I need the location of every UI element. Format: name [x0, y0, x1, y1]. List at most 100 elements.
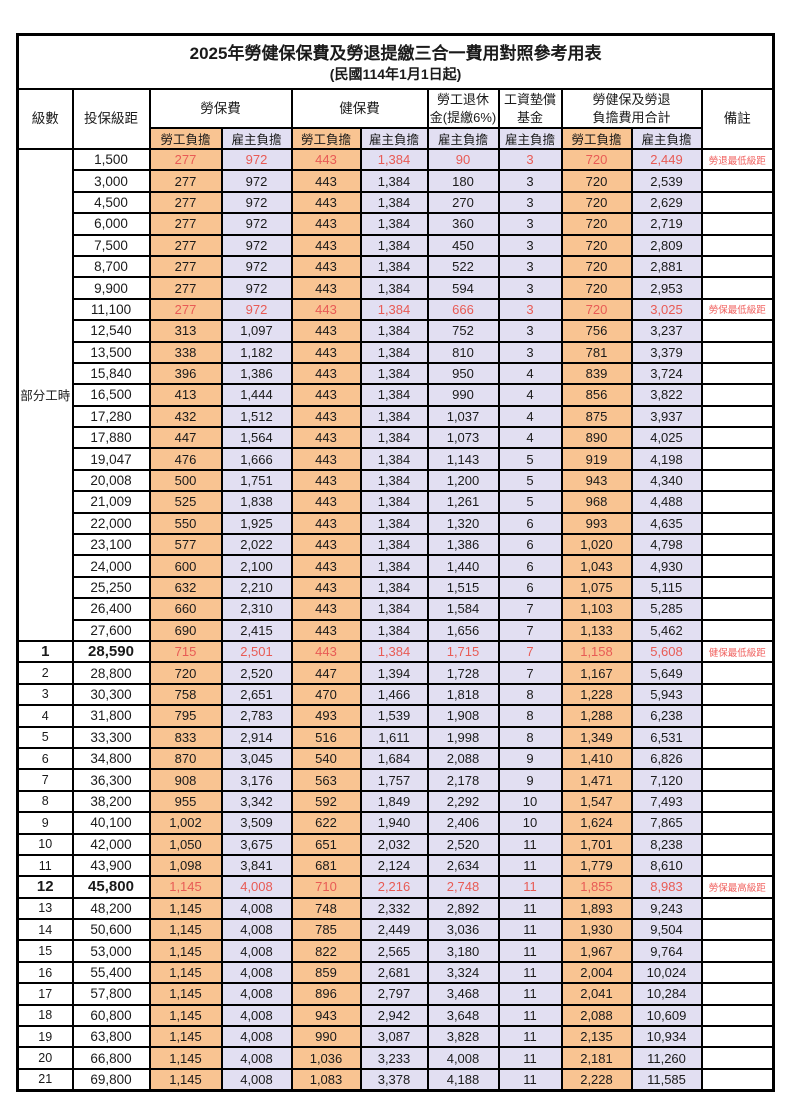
cell-health-employee: 622	[290, 811, 362, 835]
cell-total-employer: 3,937	[630, 404, 703, 429]
table-row: 12 45,800 1,145 4,008 710 2,216 2,748 11 1,855 8,…	[16, 875, 775, 899]
table-row: 21,009 525 1,838 443 1,384 1,261 5 968 4,488	[18, 490, 775, 514]
cell-total-employee: 2,004	[560, 960, 633, 985]
page-subtitle: (民國114年1月1日起)	[329, 66, 462, 83]
cell-health-employee: 443	[290, 447, 362, 471]
cell-level: 5	[16, 725, 74, 749]
cell-total-employee: 890	[560, 426, 633, 450]
cell-note	[700, 254, 775, 279]
table-row: 7,500 277 972 443 1,384 450 3 720 2,809	[18, 233, 775, 257]
cell-level: 2	[16, 661, 74, 685]
cell-total-employee: 1,167	[560, 661, 633, 685]
cell-pension-employer: 1,818	[426, 682, 500, 707]
cell-labor-employee: 1,145	[148, 1046, 223, 1070]
cell-wage-fund-employer: 7	[497, 639, 563, 664]
cell-note	[700, 575, 775, 600]
cell-level: 7	[16, 768, 74, 792]
cell-total-employer: 6,531	[630, 725, 703, 749]
cell-level: 6	[16, 746, 74, 771]
table-row: 17 57,800 1,145 4,008 896 2,797 3,468 11 2,041 10…	[16, 982, 775, 1006]
cell-wage-fund-employer: 6	[497, 533, 563, 557]
cell-labor-employer: 4,008	[220, 1067, 293, 1092]
cell-note	[700, 233, 775, 257]
cell-total-employer: 7,865	[630, 811, 703, 835]
cell-note	[700, 468, 775, 493]
cell-note	[700, 725, 775, 749]
cell-total-employer: 6,826	[630, 746, 703, 771]
cell-pension-employer: 3,468	[426, 982, 500, 1006]
cell-health-employer: 1,384	[359, 597, 429, 621]
cell-bracket: 17,280	[71, 404, 151, 429]
cell-note	[700, 960, 775, 985]
cell-wage-fund-employer: 8	[497, 682, 563, 707]
table-row: 14 50,600 1,145 4,008 785 2,449 3,036 11 1,930 9,…	[16, 918, 775, 942]
cell-labor-employer: 972	[220, 147, 293, 172]
cell-health-employer: 1,384	[359, 254, 429, 279]
table-row: 13 48,200 1,145 4,008 748 2,332 2,892 11 1,893 9,…	[16, 896, 775, 921]
table-row: 8 38,200 955 3,342 592 1,849 2,292 10 1,547 7,493	[16, 789, 775, 814]
cell-labor-employee: 277	[148, 233, 223, 257]
cell-note	[700, 554, 775, 578]
cell-health-employee: 470	[290, 682, 362, 707]
cell-labor-employer: 3,045	[220, 746, 293, 771]
cell-level: 4	[16, 704, 74, 728]
cell-wage-fund-employer: 7	[497, 661, 563, 685]
cell-note	[700, 169, 775, 193]
cell-note	[700, 789, 775, 814]
table-row: 11 43,900 1,098 3,841 681 2,124 2,634 11 1,779 8,…	[16, 853, 775, 878]
cell-health-employee: 443	[290, 533, 362, 557]
cell-wage-fund-employer: 11	[497, 982, 563, 1006]
table-row: 1 28,590 715 2,501 443 1,384 1,715 7 1,158 5,608 健…	[16, 639, 775, 664]
cell-labor-employee: 277	[148, 169, 223, 193]
cell-wage-fund-employer: 3	[497, 147, 563, 172]
cell-level: 17	[16, 982, 74, 1006]
cell-total-employee: 1,133	[560, 618, 633, 643]
cell-total-employee: 839	[560, 361, 633, 386]
cell-health-employee: 859	[290, 960, 362, 985]
cell-bracket: 27,600	[71, 618, 151, 643]
cell-note	[700, 982, 775, 1006]
table-row: 6 34,800 870 3,045 540 1,684 2,088 9 1,410 6,826	[16, 746, 775, 771]
cell-total-employer: 4,198	[630, 447, 703, 471]
cell-bracket: 40,100	[71, 811, 151, 835]
cell-health-employer: 1,466	[359, 682, 429, 707]
cell-total-employee: 875	[560, 404, 633, 429]
spreadsheet-page: 2025年勞健保保費及勞退提繳三合一費用對照參考用表 (民國114年1月1日起)…	[16, 33, 776, 1093]
cell-labor-employer: 1,512	[220, 404, 293, 429]
cell-pension-employer: 1,584	[426, 597, 500, 621]
cell-labor-employee: 833	[148, 725, 223, 749]
cell-total-employee: 1,624	[560, 811, 633, 835]
cell-bracket: 53,000	[71, 939, 151, 963]
cell-pension-employer: 3,828	[426, 1024, 500, 1049]
cell-health-employer: 3,087	[359, 1024, 429, 1049]
cell-health-employee: 443	[290, 361, 362, 386]
cell-labor-employee: 1,145	[148, 918, 223, 942]
cell-note	[700, 896, 775, 921]
cell-labor-employer: 3,176	[220, 768, 293, 792]
cell-total-employer: 8,610	[630, 853, 703, 878]
cell-labor-employee: 758	[148, 682, 223, 707]
cell-health-employer: 1,940	[359, 811, 429, 835]
cell-health-employee: 443	[290, 597, 362, 621]
cell-labor-employee: 955	[148, 789, 223, 814]
cell-bracket: 38,200	[71, 789, 151, 814]
cell-health-employee: 443	[290, 554, 362, 578]
cell-labor-employee: 447	[148, 426, 223, 450]
cell-pension-employer: 4,008	[426, 1046, 500, 1070]
cell-bracket: 28,590	[71, 639, 151, 664]
cell-total-employee: 720	[560, 169, 633, 193]
cell-health-employee: 896	[290, 982, 362, 1006]
cell-total-employer: 10,024	[630, 960, 703, 985]
cell-labor-employee: 660	[148, 597, 223, 621]
cell-health-employer: 2,565	[359, 939, 429, 963]
cell-note: 勞保最高級距	[700, 875, 775, 899]
cell-health-employer: 1,384	[359, 383, 429, 407]
cell-total-employer: 3,379	[630, 340, 703, 364]
cell-total-employee: 2,088	[560, 1003, 633, 1028]
cell-health-employer: 1,394	[359, 661, 429, 685]
table-row: 19 63,800 1,145 4,008 990 3,087 3,828 11 2,135 10…	[16, 1024, 775, 1049]
cell-total-employee: 1,158	[560, 639, 633, 664]
cell-bracket: 12,540	[71, 319, 151, 343]
cell-wage-fund-employer: 9	[497, 746, 563, 771]
cell-health-employee: 443	[290, 404, 362, 429]
